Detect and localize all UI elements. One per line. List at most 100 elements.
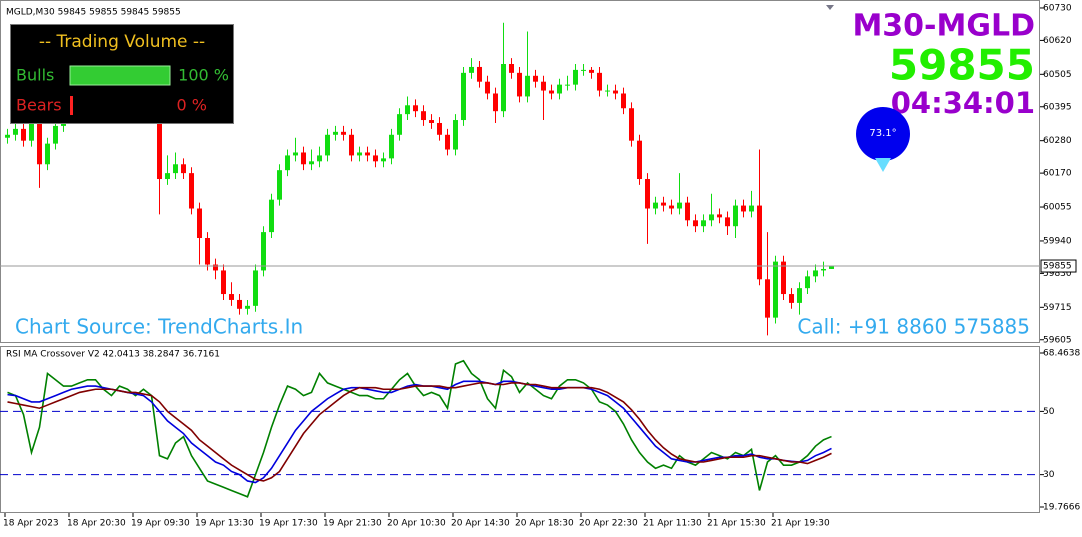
volume-bar (69, 65, 171, 86)
candle-body (773, 261, 778, 318)
candle-body (437, 122, 442, 135)
candle-body (373, 155, 378, 162)
candle-body (621, 93, 626, 109)
candle-body (301, 152, 306, 165)
candle-body (613, 90, 618, 94)
candle-body (733, 205, 738, 227)
candle-body (781, 261, 786, 295)
candle-body (797, 288, 802, 303)
big-price: 59855 (889, 41, 1035, 90)
candle-body (245, 305, 250, 309)
series-line (7, 359, 832, 498)
candle-body (37, 120, 42, 165)
candle-body (13, 128, 18, 135)
candle-body (509, 63, 514, 73)
row-label: Bears (16, 96, 62, 115)
candle-body (725, 217, 730, 227)
y-tick-label: 59940 (1043, 236, 1072, 246)
x-tick-label: 18 Apr 20:30 (67, 519, 126, 529)
x-tick-label: 21 Apr 19:30 (771, 519, 830, 529)
rsi-panel (0, 346, 1040, 513)
candle-body (557, 84, 562, 94)
source: Chart Source: TrendCharts.In (15, 315, 303, 339)
volume-panel: -- Trading Volume -- Bulls 100 % Bears 0… (10, 24, 234, 124)
marks: 60730 60620 60505 60395 60280 60170 60055 59940… (0, 3, 1080, 529)
y-tick-label: 60280 (1043, 136, 1072, 146)
candle-body (293, 152, 298, 156)
candle-body (717, 214, 722, 218)
candle-body (821, 268, 826, 271)
candle-body (333, 131, 338, 135)
candle-body (701, 220, 706, 227)
x-tick-label: 20 Apr 18:30 (515, 519, 574, 529)
y-tick-label: 68.4638 (1043, 349, 1080, 359)
candle-body (261, 232, 266, 271)
candle-body (581, 69, 586, 71)
candle-body (5, 134, 10, 138)
candle-body (525, 75, 530, 97)
candle-body (173, 164, 178, 174)
candle-body (789, 294, 794, 303)
candle-body (21, 128, 26, 141)
candle-body (605, 90, 610, 92)
candle-body (229, 294, 234, 300)
candle-body (205, 238, 210, 265)
row-value: 0 % (177, 96, 207, 115)
candle-body (277, 170, 282, 200)
candle-body (709, 214, 714, 221)
angle-badge (856, 107, 910, 161)
candle-body (749, 205, 754, 212)
series-line (7, 382, 832, 482)
candle-body (661, 202, 666, 206)
candle-body (45, 143, 50, 165)
y-tick-label: 60395 (1043, 102, 1072, 112)
candle-body (197, 208, 202, 239)
y-tick-label: 30 (1043, 470, 1055, 480)
x-tick-label: 18 Apr 2023 (3, 519, 59, 529)
candle-body (653, 202, 658, 209)
volume-bar (70, 96, 73, 115)
x-tick-label: 19 Apr 21:30 (323, 519, 382, 529)
candle-body (237, 299, 242, 309)
candle-body (645, 179, 650, 209)
candle-body (189, 173, 194, 209)
candle-body (381, 158, 386, 162)
candle-body (549, 90, 554, 94)
x-tick-label: 21 Apr 11:30 (643, 519, 702, 529)
candle-body (485, 81, 490, 94)
candle-body (477, 66, 482, 82)
indicator-title: RSI MA Crossover V2 42.0413 38.2847 36.7… (6, 350, 220, 360)
candle-body (349, 134, 354, 156)
candle-body (677, 202, 682, 209)
y-tick-label: 19.7666 (1043, 503, 1080, 513)
candle-body (669, 205, 674, 209)
candle-body (181, 164, 186, 174)
x-tick-label: 20 Apr 14:30 (451, 519, 510, 529)
candle-body (317, 155, 322, 162)
candle-body (597, 72, 602, 91)
row-value: 100 % (178, 66, 229, 85)
candle-body (445, 134, 450, 150)
row-label: Bulls (16, 66, 54, 85)
candle-body (533, 75, 538, 82)
candle-body (357, 152, 362, 156)
candle-body (213, 264, 218, 271)
y-tick-label: 59605 (1043, 335, 1072, 345)
y-tick-label: 60620 (1043, 36, 1072, 46)
x-tick-label: 19 Apr 17:30 (259, 519, 318, 529)
candle-body (637, 140, 642, 180)
candle-body (565, 84, 570, 86)
candle-body (429, 120, 434, 123)
symbol: M30-MGLD (852, 9, 1035, 44)
candle-body (805, 276, 810, 289)
angle-arrow (875, 158, 891, 172)
candle-body (573, 69, 578, 85)
candle-body (285, 155, 290, 171)
y-tick-label: 60505 (1043, 70, 1072, 80)
y-tick-label: 60055 (1043, 203, 1072, 213)
x-tick-label: 19 Apr 13:30 (195, 519, 254, 529)
y-tick-label: 60170 (1043, 169, 1072, 179)
candle-body (829, 266, 834, 269)
